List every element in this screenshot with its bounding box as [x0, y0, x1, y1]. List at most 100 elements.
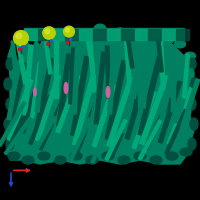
- Bar: [182, 54, 190, 98]
- Ellipse shape: [6, 58, 14, 70]
- Bar: [165, 109, 187, 155]
- Bar: [93, 29, 106, 40]
- Bar: [65, 29, 78, 40]
- Bar: [11, 41, 17, 71]
- Circle shape: [47, 43, 49, 45]
- Bar: [38, 29, 51, 40]
- Bar: [32, 116, 56, 156]
- Ellipse shape: [166, 152, 178, 160]
- Ellipse shape: [95, 24, 106, 32]
- Ellipse shape: [134, 152, 146, 160]
- Bar: [157, 40, 163, 72]
- Bar: [31, 62, 41, 118]
- Ellipse shape: [64, 82, 68, 93]
- Bar: [7, 60, 21, 120]
- Ellipse shape: [22, 156, 34, 164]
- Bar: [24, 28, 184, 40]
- Ellipse shape: [146, 32, 158, 40]
- Bar: [91, 125, 109, 163]
- Bar: [73, 75, 95, 145]
- Ellipse shape: [188, 98, 196, 110]
- Ellipse shape: [106, 86, 110, 98]
- Bar: [92, 85, 116, 147]
- Bar: [158, 81, 182, 143]
- Bar: [171, 56, 177, 112]
- Bar: [72, 46, 80, 114]
- Bar: [17, 44, 27, 84]
- Bar: [21, 75, 43, 133]
- Bar: [11, 90, 37, 142]
- Bar: [138, 120, 162, 160]
- Bar: [49, 126, 71, 162]
- Bar: [176, 29, 189, 40]
- Bar: [0, 102, 26, 146]
- Ellipse shape: [180, 148, 192, 156]
- Bar: [68, 118, 92, 162]
- Ellipse shape: [130, 30, 142, 38]
- Ellipse shape: [190, 78, 198, 90]
- Bar: [57, 54, 71, 126]
- Circle shape: [16, 33, 22, 39]
- Bar: [86, 36, 94, 68]
- Bar: [39, 98, 65, 150]
- Ellipse shape: [174, 40, 186, 48]
- Circle shape: [50, 40, 52, 42]
- Ellipse shape: [8, 152, 20, 160]
- Ellipse shape: [6, 138, 14, 150]
- Ellipse shape: [34, 88, 36, 96]
- Bar: [138, 52, 142, 108]
- Bar: [144, 98, 172, 150]
- Ellipse shape: [4, 78, 12, 90]
- Circle shape: [67, 41, 69, 44]
- Bar: [88, 36, 96, 92]
- Bar: [7, 79, 33, 141]
- Bar: [29, 95, 51, 145]
- Bar: [126, 36, 134, 68]
- Ellipse shape: [114, 28, 126, 36]
- Ellipse shape: [190, 118, 198, 130]
- Bar: [107, 77, 133, 147]
- Ellipse shape: [54, 156, 66, 164]
- Ellipse shape: [188, 138, 196, 150]
- Ellipse shape: [118, 156, 130, 164]
- Ellipse shape: [162, 36, 174, 44]
- Bar: [79, 29, 92, 40]
- Bar: [94, 52, 106, 124]
- Circle shape: [43, 27, 55, 39]
- Circle shape: [45, 29, 50, 34]
- Bar: [121, 29, 134, 40]
- Bar: [105, 120, 127, 160]
- Bar: [50, 81, 70, 143]
- Bar: [135, 29, 148, 40]
- Bar: [105, 46, 111, 98]
- Bar: [54, 38, 58, 98]
- Bar: [69, 48, 75, 104]
- Bar: [138, 57, 162, 135]
- Bar: [167, 88, 193, 144]
- Ellipse shape: [86, 156, 98, 164]
- Bar: [24, 29, 37, 40]
- Bar: [107, 29, 120, 40]
- Circle shape: [65, 28, 70, 32]
- Bar: [110, 100, 138, 156]
- Bar: [141, 44, 151, 108]
- Bar: [56, 75, 80, 133]
- Bar: [34, 58, 54, 134]
- Bar: [44, 38, 52, 74]
- Bar: [123, 58, 141, 134]
- Bar: [132, 91, 156, 149]
- Ellipse shape: [70, 152, 82, 160]
- Bar: [162, 29, 175, 40]
- Bar: [35, 48, 45, 112]
- Bar: [124, 36, 132, 92]
- Bar: [4, 63, 28, 137]
- Bar: [148, 29, 161, 40]
- Bar: [125, 77, 147, 139]
- Ellipse shape: [188, 58, 196, 70]
- Bar: [23, 45, 33, 115]
- Bar: [156, 62, 176, 138]
- Bar: [105, 60, 127, 140]
- Bar: [175, 68, 193, 124]
- Polygon shape: [8, 28, 194, 164]
- Bar: [71, 56, 89, 136]
